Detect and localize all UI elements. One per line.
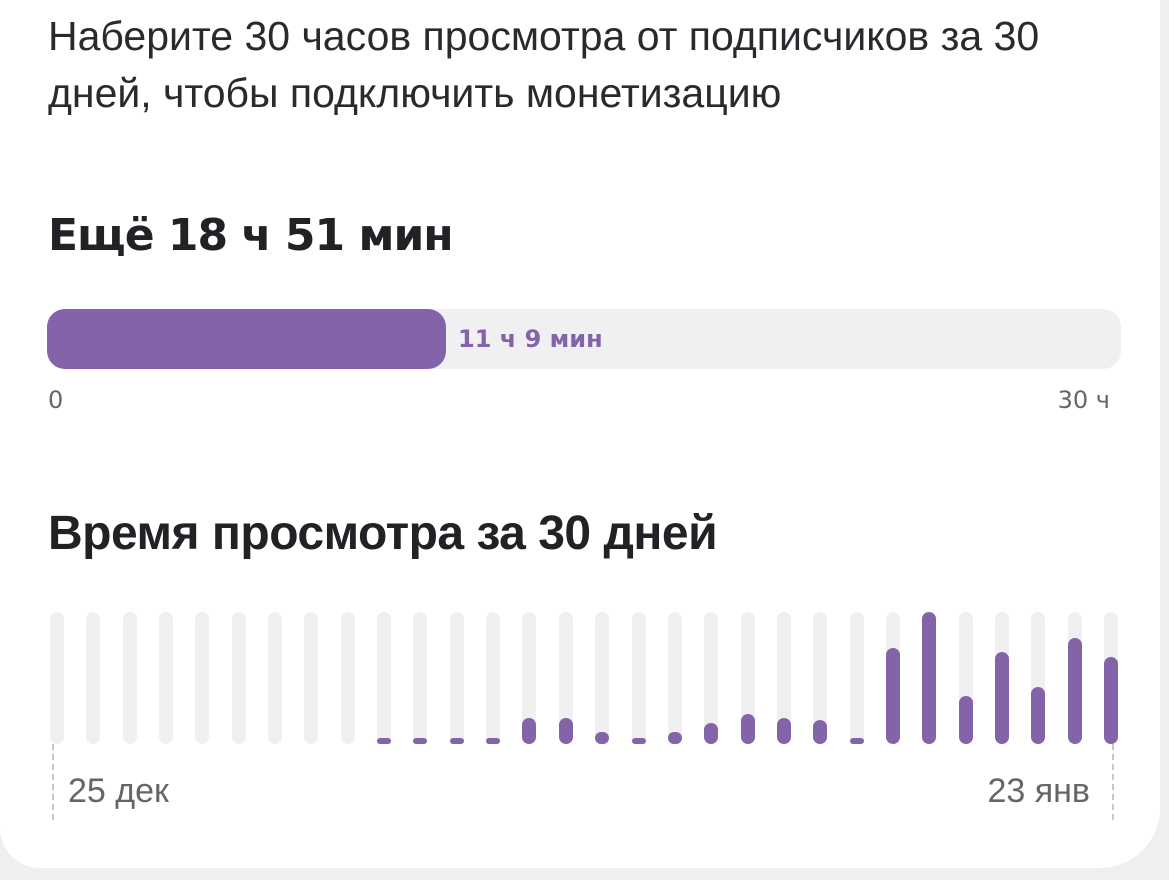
- monetization-card: Наберите 30 часов просмотра от подписчик…: [0, 0, 1160, 868]
- progress-track: 11 ч 9 мин: [47, 309, 1121, 369]
- bar-value: [741, 714, 755, 744]
- bar-value: [777, 718, 791, 744]
- bar-slot[interactable]: [486, 612, 500, 744]
- bar-slot[interactable]: [850, 612, 864, 744]
- bar-slot[interactable]: [377, 612, 391, 744]
- bar-slot[interactable]: [922, 612, 936, 744]
- bar-slot[interactable]: [741, 612, 755, 744]
- end-date-tick: [1112, 744, 1114, 820]
- progress-current-label: 11 ч 9 мин: [458, 325, 603, 353]
- bar-slot[interactable]: [450, 612, 464, 744]
- watch-time-bar-chart: [50, 612, 1118, 744]
- bar-value: [886, 648, 900, 744]
- bar-value: [813, 720, 827, 744]
- bar-value: [850, 738, 864, 744]
- bar-value: [413, 738, 427, 744]
- bar-value: [1068, 638, 1082, 744]
- end-date-label: 23 янв: [987, 772, 1090, 810]
- bar-slot[interactable]: [704, 612, 718, 744]
- monetization-requirement-text: Наберите 30 часов просмотра от подписчик…: [48, 13, 1040, 116]
- bar-value: [922, 612, 936, 744]
- bar-slot[interactable]: [1031, 612, 1045, 744]
- bar-value: [995, 652, 1009, 744]
- bar-value: [595, 732, 609, 744]
- bar-slot[interactable]: [50, 612, 64, 744]
- bar-slot[interactable]: [268, 612, 282, 744]
- progress-fill: [47, 309, 446, 369]
- bar-value: [486, 738, 500, 744]
- bar-value: [1104, 657, 1118, 744]
- bar-slot[interactable]: [632, 612, 646, 744]
- chart-title: Время просмотра за 30 дней: [48, 507, 718, 560]
- bar-value: [1031, 687, 1045, 744]
- bar-value: [632, 738, 646, 744]
- start-date-label: 25 дек: [68, 772, 169, 810]
- bar-value: [959, 696, 973, 744]
- bar-slot[interactable]: [341, 612, 355, 744]
- bar-slot[interactable]: [886, 612, 900, 744]
- bar-value: [704, 723, 718, 744]
- bar-slot[interactable]: [595, 612, 609, 744]
- bar-slot[interactable]: [1068, 612, 1082, 744]
- progress-min-label: 0: [48, 386, 64, 414]
- progress-max-label: 30 ч: [1057, 386, 1110, 414]
- bar-slot[interactable]: [959, 612, 973, 744]
- bar-value: [668, 732, 682, 744]
- bar-slot[interactable]: [159, 612, 173, 744]
- bar-slot[interactable]: [668, 612, 682, 744]
- start-date-tick: [52, 744, 54, 820]
- bar-slot[interactable]: [1104, 612, 1118, 744]
- bar-slot[interactable]: [777, 612, 791, 744]
- bar-value: [377, 738, 391, 744]
- bar-slot[interactable]: [195, 612, 209, 744]
- bar-slot[interactable]: [559, 612, 573, 744]
- bar-slot[interactable]: [123, 612, 137, 744]
- bar-slot[interactable]: [86, 612, 100, 744]
- bar-slot[interactable]: [413, 612, 427, 744]
- bar-value: [450, 738, 464, 744]
- bar-value: [522, 718, 536, 744]
- bar-slot[interactable]: [995, 612, 1009, 744]
- bar-value: [559, 718, 573, 744]
- bar-slot[interactable]: [813, 612, 827, 744]
- bar-slot[interactable]: [304, 612, 318, 744]
- bar-slot[interactable]: [522, 612, 536, 744]
- bar-slot[interactable]: [232, 612, 246, 744]
- remaining-time-heading: Ещё 18 ч 51 мин: [48, 210, 454, 261]
